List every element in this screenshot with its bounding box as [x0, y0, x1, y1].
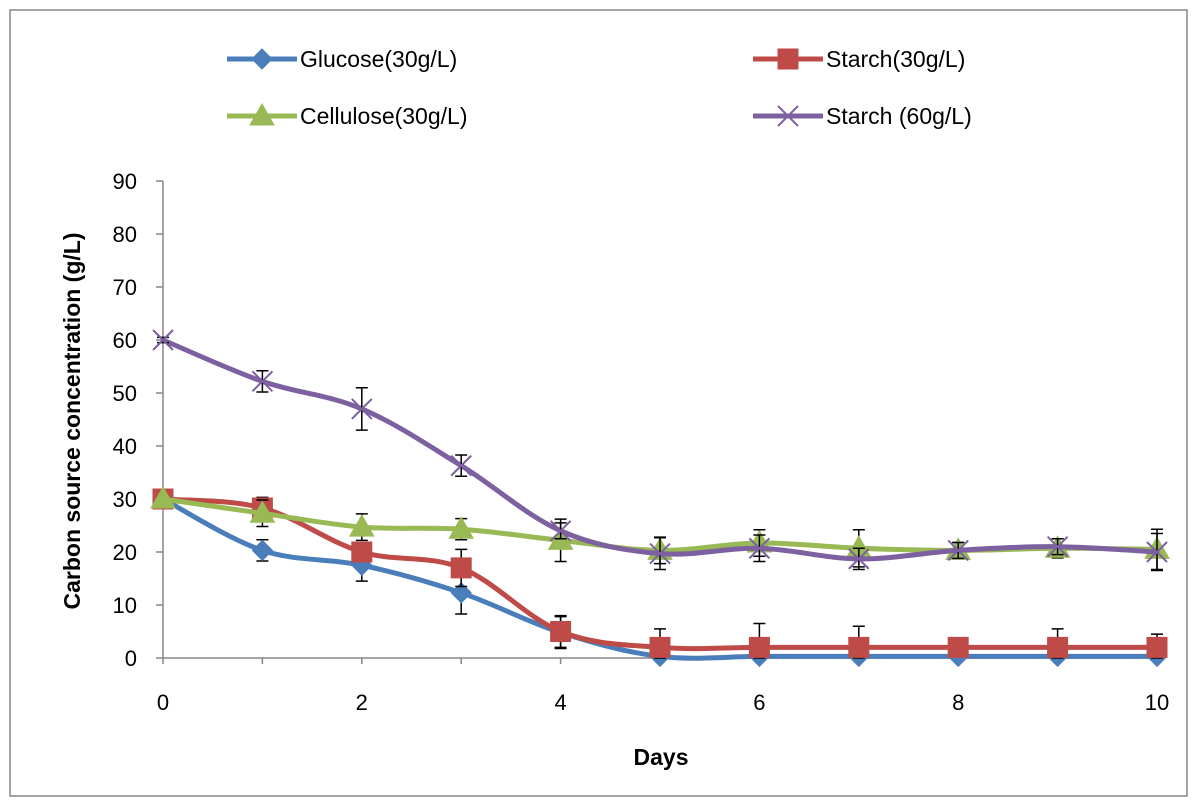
legend-label: Glucose(30g/L) [300, 46, 457, 72]
series-line [160, 496, 1160, 661]
data-point [351, 541, 373, 563]
data-point [848, 548, 870, 570]
legend-marker [251, 48, 273, 70]
data-point [550, 621, 572, 642]
data-point [1046, 535, 1069, 558]
legend-marker [249, 102, 275, 126]
data-point [450, 557, 472, 579]
data-point [848, 636, 870, 658]
legend-item: Starch(30g/L) [753, 46, 965, 72]
x-tick-label: 6 [753, 690, 765, 715]
legend-label: Cellulose(30g/L) [300, 103, 467, 129]
data-point [1146, 636, 1168, 658]
series-line [160, 496, 1160, 652]
data-point [947, 636, 969, 658]
data-point [947, 539, 969, 562]
series-square [152, 488, 1168, 659]
x-axis-title: Days [634, 744, 689, 770]
data-point [448, 516, 475, 539]
legend-item: Glucose(30g/L) [227, 46, 457, 72]
data-point [649, 542, 671, 565]
x-tick-label: 0 [157, 690, 169, 715]
series-x [152, 329, 1168, 572]
x-tick-label: 8 [952, 690, 964, 715]
y-tick-label: 80 [113, 222, 137, 247]
x-tick-label: 4 [554, 690, 566, 715]
y-tick-label: 0 [125, 646, 137, 671]
data-point [249, 500, 276, 523]
y-tick-label: 90 [113, 169, 137, 194]
legend-label: Starch(30g/L) [826, 46, 965, 72]
x-tick-label: 2 [356, 690, 368, 715]
chart-border [9, 9, 1188, 797]
data-point [1047, 636, 1069, 658]
legend: Glucose(30g/L) Starch(30g/L) Cellulose(30g… [227, 46, 972, 129]
y-tick-label: 40 [113, 434, 137, 459]
data-point [150, 485, 176, 509]
series-layer [150, 329, 1170, 668]
y-tick-label: 50 [113, 381, 137, 406]
x-tick-label: 10 [1145, 690, 1169, 715]
y-tick-label: 60 [113, 328, 137, 353]
data-point [748, 636, 770, 658]
data-point [1146, 541, 1168, 563]
y-tick-label: 30 [113, 487, 137, 512]
y-tick-label: 10 [113, 593, 137, 618]
data-point [152, 329, 174, 351]
y-tick-label: 70 [113, 275, 137, 300]
legend-marker [777, 48, 799, 70]
axes: 0 10 20 30 40 50 60 70 80 90 0 2 4 6 8 10 [113, 169, 1170, 715]
data-point [549, 520, 572, 542]
legend-item: Cellulose(30g/L) [227, 102, 467, 129]
y-tick-label: 20 [113, 540, 137, 565]
data-point [450, 582, 472, 604]
data-point [251, 539, 274, 562]
legend-item: Starch (60g/L) [753, 103, 972, 129]
y-axis-title: Carbon source concentration (g/L) [59, 233, 85, 610]
data-point [351, 398, 373, 420]
data-point [450, 454, 472, 477]
data-point [348, 514, 375, 537]
data-point [748, 537, 771, 559]
data-point [251, 370, 274, 393]
legend-marker [777, 105, 799, 127]
legend-label: Starch (60g/L) [826, 103, 972, 129]
data-point [649, 636, 671, 658]
